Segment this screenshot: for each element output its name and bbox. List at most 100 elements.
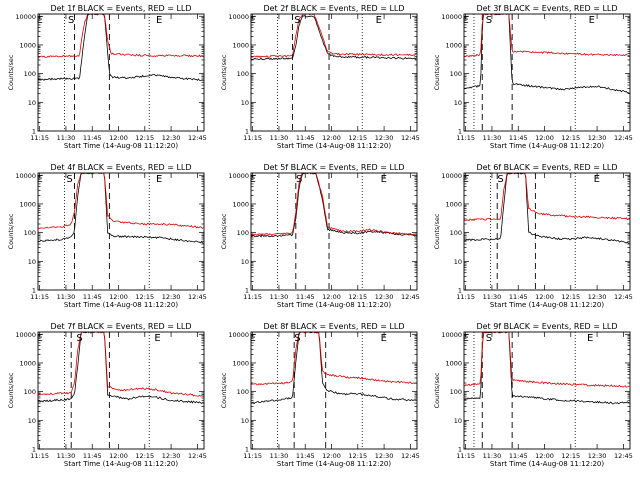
x-tick-label: 12:45 bbox=[188, 134, 207, 142]
x-tick-label: 12:00 bbox=[535, 293, 554, 301]
x-tick-label: 11:15 bbox=[30, 293, 49, 301]
y-axis-label: Counts/sec bbox=[433, 213, 441, 249]
y-tick-label: 10 bbox=[241, 258, 249, 266]
y-tick-label: 1 bbox=[32, 287, 36, 295]
phase-marker-label: E bbox=[156, 15, 162, 26]
x-tick-label: 12:15 bbox=[348, 293, 367, 301]
phase-marker-label: E bbox=[462, 333, 468, 344]
chart-title: Det 2f BLACK = Events, RED = LLD bbox=[263, 4, 404, 13]
plot-frame bbox=[250, 13, 418, 132]
chart-title: Det 8f BLACK = Events, RED = LLD bbox=[263, 322, 404, 331]
chart-title: Det 4f BLACK = Events, RED = LLD bbox=[50, 163, 191, 172]
lld-series-line bbox=[464, 173, 630, 222]
y-tick-label: 100 bbox=[450, 229, 462, 237]
x-tick-label: 12:30 bbox=[162, 452, 181, 460]
plot-frame bbox=[250, 331, 418, 450]
chart-panel-4: Det 4f BLACK = Events, RED = LLD 1 10 100 10… bbox=[7, 163, 207, 309]
x-tick-label: 12:00 bbox=[322, 452, 341, 460]
lld-series-line bbox=[38, 332, 204, 397]
x-tick-label: 12:00 bbox=[322, 293, 341, 301]
x-tick-label: 11:45 bbox=[509, 134, 528, 142]
x-tick-label: 11:15 bbox=[243, 452, 262, 460]
y-tick-label: 1000 bbox=[232, 200, 249, 208]
phase-marker-label: S bbox=[296, 174, 302, 185]
x-tick-label: 12:45 bbox=[401, 293, 420, 301]
plot-frame bbox=[463, 172, 631, 291]
phase-marker-label: S bbox=[486, 15, 492, 26]
panel-grid: Det 1f BLACK = Events, RED = LLD 1 10 100 10… bbox=[7, 4, 633, 468]
y-tick-label: 1 bbox=[32, 446, 36, 454]
x-tick-label: 12:30 bbox=[588, 134, 607, 142]
y-tick-label: 10000 bbox=[441, 331, 462, 339]
y-tick-label: 10000 bbox=[228, 331, 249, 339]
y-tick-label: 1 bbox=[458, 287, 462, 295]
phase-marker-label: E bbox=[381, 333, 387, 344]
x-tick-label: 12:00 bbox=[109, 452, 128, 460]
x-tick-label: 11:30 bbox=[270, 452, 289, 460]
x-tick-label: 12:45 bbox=[188, 452, 207, 460]
y-tick-label: 100 bbox=[450, 388, 462, 396]
plot-frame bbox=[463, 13, 631, 132]
plot-frame bbox=[37, 331, 205, 450]
x-tick-label: 11:45 bbox=[83, 134, 102, 142]
phase-marker-label: S bbox=[76, 333, 82, 344]
phase-marker-label: S bbox=[66, 174, 72, 185]
x-tick-label: 12:30 bbox=[588, 452, 607, 460]
x-tick-label: 12:45 bbox=[614, 293, 633, 301]
x-tick-label: 12:15 bbox=[561, 293, 580, 301]
y-tick-label: 10000 bbox=[228, 172, 249, 180]
phase-marker-label: E bbox=[376, 15, 382, 26]
y-tick-label: 1000 bbox=[19, 200, 36, 208]
chart-panel-2: Det 2f BLACK = Events, RED = LLD 1 10 100 10… bbox=[220, 4, 420, 150]
y-tick-label: 1000 bbox=[445, 41, 462, 49]
x-tick-label: 11:45 bbox=[296, 134, 315, 142]
x-tick-label: 11:15 bbox=[456, 134, 475, 142]
lld-series-line bbox=[251, 173, 417, 236]
x-axis-label: Start Time (14-Aug-08 11:12:20) bbox=[490, 460, 604, 468]
phase-marker-label: E bbox=[462, 174, 468, 185]
phase-marker-label: E bbox=[462, 15, 468, 26]
x-tick-label: 12:00 bbox=[109, 134, 128, 142]
lld-series-line bbox=[38, 14, 204, 58]
y-tick-label: 100 bbox=[237, 70, 249, 78]
phase-marker-label: E bbox=[249, 333, 255, 344]
phase-marker-label: S bbox=[497, 174, 503, 185]
chart-panel-8: Det 8f BLACK = Events, RED = LLD 1 10 100 10… bbox=[220, 322, 420, 468]
y-tick-label: 10000 bbox=[441, 172, 462, 180]
y-axis-label: Counts/sec bbox=[433, 372, 441, 408]
y-tick-label: 10 bbox=[28, 99, 36, 107]
lld-series-line bbox=[464, 332, 630, 388]
plot-frame bbox=[37, 172, 205, 291]
chart-title: Det 7f BLACK = Events, RED = LLD bbox=[50, 322, 191, 331]
phase-marker-label: E bbox=[36, 174, 42, 185]
chart-panel-7: Det 7f BLACK = Events, RED = LLD 1 10 100 10… bbox=[7, 322, 207, 468]
y-axis-label: Counts/sec bbox=[220, 213, 228, 249]
phase-marker-label: S bbox=[486, 333, 492, 344]
x-tick-label: 12:45 bbox=[401, 134, 420, 142]
y-tick-label: 1000 bbox=[445, 359, 462, 367]
x-tick-label: 12:15 bbox=[348, 452, 367, 460]
y-tick-label: 1 bbox=[245, 128, 249, 136]
x-tick-label: 12:30 bbox=[162, 293, 181, 301]
y-tick-label: 100 bbox=[237, 229, 249, 237]
events-series-line bbox=[464, 173, 630, 244]
events-series-line bbox=[38, 332, 204, 404]
lld-series-line bbox=[251, 14, 417, 59]
x-axis-label: Start Time (14-Aug-08 11:12:20) bbox=[64, 460, 178, 468]
y-tick-label: 10000 bbox=[15, 172, 36, 180]
y-tick-label: 10 bbox=[28, 258, 36, 266]
y-axis-label: Counts/sec bbox=[433, 54, 441, 90]
events-series-line bbox=[38, 173, 204, 244]
y-tick-label: 1000 bbox=[19, 41, 36, 49]
x-tick-label: 12:15 bbox=[135, 293, 154, 301]
plot-frame bbox=[37, 13, 205, 132]
x-tick-label: 12:45 bbox=[188, 293, 207, 301]
events-series-line bbox=[38, 14, 204, 82]
y-tick-label: 10 bbox=[28, 417, 36, 425]
events-series-line bbox=[464, 14, 630, 94]
x-tick-label: 11:30 bbox=[483, 293, 502, 301]
phase-marker-label: E bbox=[589, 15, 595, 26]
y-tick-label: 100 bbox=[237, 388, 249, 396]
chart-title: Det 3f BLACK = Events, RED = LLD bbox=[476, 4, 617, 13]
